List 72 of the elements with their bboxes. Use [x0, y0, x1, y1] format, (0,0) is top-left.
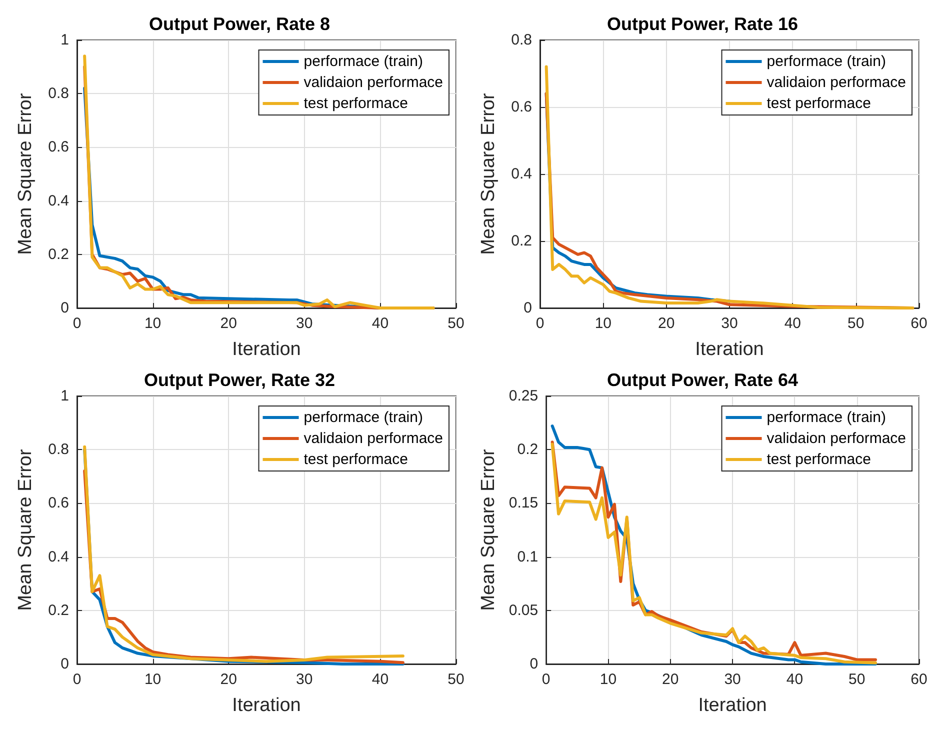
y-tick-label: 0: [60, 656, 69, 672]
x-tick-label: 20: [658, 315, 675, 332]
x-tick-label: 30: [724, 671, 741, 688]
y-tick-label: 0.25: [508, 388, 538, 404]
chart-title: Output Power, Rate 32: [144, 370, 336, 390]
y-tick-label: 0.2: [511, 232, 532, 250]
y-tick-label: 0.6: [48, 494, 69, 512]
x-axis-title: Iteration: [695, 339, 764, 360]
legend-label: validaion performace: [304, 430, 444, 447]
y-tick-label: 0.2: [48, 246, 69, 263]
x-tick-label: 0: [542, 671, 550, 688]
y-axis-title: Mean Square Error: [478, 92, 499, 255]
y-tick-label: 1: [60, 388, 69, 404]
y-tick-label: 0.2: [517, 441, 538, 458]
x-tick-label: 30: [296, 315, 313, 332]
y-tick-label: 0.4: [48, 192, 69, 210]
legend-label: performace (train): [304, 409, 423, 426]
y-tick-label: 0.6: [511, 98, 532, 116]
y-tick-label: 0: [530, 656, 538, 672]
legend-label: test performace: [304, 95, 408, 112]
x-axis-title: Iteration: [698, 695, 767, 716]
y-tick-label: 1: [60, 32, 69, 48]
y-tick-label: 0.8: [48, 441, 69, 458]
y-tick-label: 0: [60, 300, 69, 316]
x-tick-label: 10: [600, 671, 617, 688]
x-tick-label: 0: [72, 671, 82, 688]
x-axis-title: Iteration: [232, 695, 301, 716]
x-tick-label: 30: [721, 315, 738, 332]
y-axis-title: Mean Square Error: [478, 448, 499, 611]
x-tick-label: 20: [220, 315, 237, 332]
legend-label: test performace: [766, 451, 871, 468]
y-tick-label: 0.6: [48, 138, 69, 156]
legend-label: validaion performace: [766, 74, 906, 91]
x-tick-label: 10: [144, 315, 162, 332]
x-tick-label: 50: [448, 315, 464, 332]
y-tick-label: 0.8: [511, 32, 532, 48]
x-tick-label: 40: [372, 315, 389, 332]
legend-label: performace (train): [766, 409, 886, 426]
x-tick-label: 20: [662, 671, 679, 688]
x-axis-title: Iteration: [232, 339, 301, 360]
x-tick-label: 30: [296, 671, 313, 688]
legend-label: test performace: [766, 95, 871, 112]
x-tick-label: 50: [448, 671, 464, 688]
chart-title: Output Power, Rate 16: [606, 14, 798, 34]
x-tick-label: 20: [220, 671, 237, 688]
y-tick-label: 0.4: [511, 166, 532, 182]
legend-label: validaion performace: [766, 430, 906, 447]
x-tick-label: 0: [72, 315, 82, 332]
y-tick-label: 0.2: [48, 602, 69, 619]
x-tick-label: 40: [786, 671, 804, 688]
y-axis-title: Mean Square Error: [15, 448, 36, 611]
x-tick-label: 40: [784, 315, 802, 332]
y-tick-label: 0.1: [517, 548, 538, 566]
legend-label: validaion performace: [304, 74, 444, 91]
y-tick-label: 0.15: [508, 494, 538, 512]
x-tick-label: 40: [372, 671, 389, 688]
x-tick-label: 50: [847, 315, 864, 332]
legend-label: test performace: [304, 451, 408, 468]
chart-title: Output Power, Rate 64: [606, 370, 798, 390]
legend-label: performace (train): [766, 53, 886, 70]
x-tick-label: 60: [910, 315, 928, 332]
x-tick-label: 10: [594, 315, 612, 332]
x-tick-label: 10: [144, 671, 162, 688]
y-axis-title: Mean Square Error: [15, 92, 36, 255]
legend-label: performace (train): [304, 53, 423, 70]
x-tick-label: 50: [848, 671, 866, 688]
y-tick-label: 0.05: [508, 602, 538, 619]
y-tick-label: 0: [524, 300, 532, 316]
y-tick-label: 0.4: [48, 548, 69, 566]
y-tick-label: 0.8: [48, 85, 69, 102]
chart-title: Output Power, Rate 8: [148, 14, 330, 34]
x-tick-label: 60: [910, 671, 928, 688]
